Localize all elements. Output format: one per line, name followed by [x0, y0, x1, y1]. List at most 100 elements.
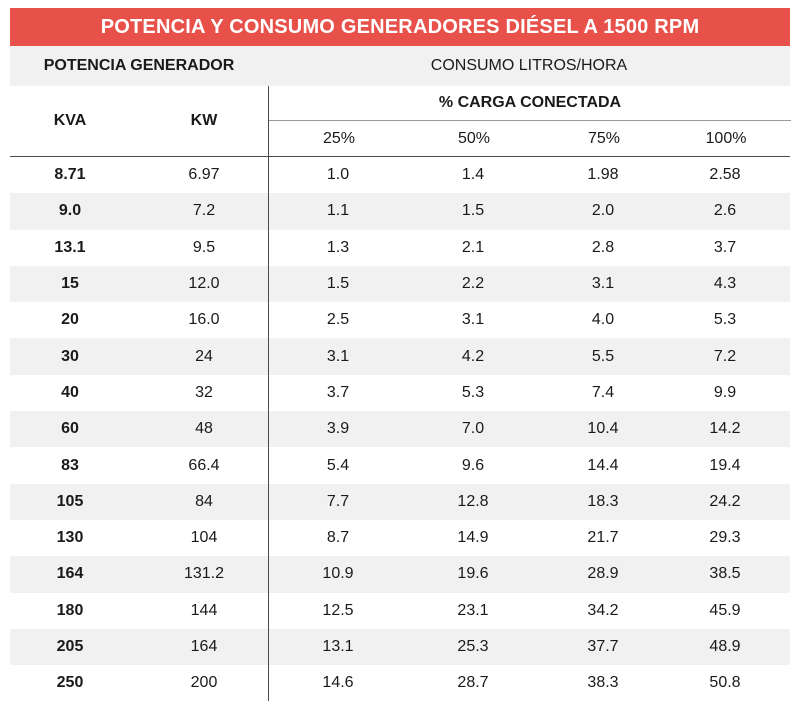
cell-c50: 25.3 [457, 638, 489, 655]
cell-c75: 2.8 [591, 238, 615, 256]
cell-c100: 45.9 [709, 601, 741, 619]
cell-c50: 3.1 [461, 311, 485, 329]
cell-c75: 2.0 [591, 202, 615, 220]
table-title: POTENCIA Y CONSUMO GENERADORES DIÉSEL A … [10, 8, 790, 46]
cell-kw: 164 [190, 638, 218, 655]
cell-c50: 19.6 [457, 565, 489, 583]
cell-c100: 2.58 [709, 166, 741, 184]
cell-kva: 130 [56, 529, 84, 547]
cell-kw: 9.5 [192, 238, 216, 256]
cell-c75: 7.4 [591, 383, 615, 401]
cell-c25: 10.9 [322, 565, 354, 583]
cell-c50: 9.6 [461, 456, 485, 474]
cell-c25: 1.3 [326, 238, 350, 256]
cell-c100: 38.5 [709, 565, 741, 583]
table-row: 164 131.2 10.9 19.6 28.9 38.5 [10, 556, 790, 593]
header-kva: KVA [53, 112, 87, 129]
header-potencia-generador: POTENCIA GENERADOR [43, 57, 235, 74]
cell-kw: 24 [195, 347, 213, 365]
cell-kw: 131.2 [183, 565, 225, 583]
cell-kw: 104 [190, 529, 218, 547]
cell-c100: 48.9 [709, 638, 741, 655]
cell-c50: 2.1 [461, 238, 485, 256]
table-row: 9.0 7.2 1.1 1.5 2.0 2.6 [10, 193, 790, 230]
cell-c100: 19.4 [709, 456, 741, 474]
cell-c25: 2.5 [326, 311, 350, 329]
cell-c75: 34.2 [587, 601, 619, 619]
cell-c75: 14.4 [587, 456, 619, 474]
cell-c25: 5.4 [326, 456, 350, 474]
cell-kw: 66.4 [188, 456, 220, 474]
column-divider [268, 86, 269, 701]
cell-kw: 84 [195, 492, 213, 510]
header-load-group: % CARGA CONECTADA 25% 50% 75% 100% [268, 86, 791, 156]
cell-c25: 3.7 [326, 383, 350, 401]
table-row: 180 144 12.5 23.1 34.2 45.9 [10, 593, 790, 629]
cell-c75: 1.98 [587, 166, 619, 184]
cell-kw: 200 [190, 674, 218, 692]
header-row-top: POTENCIA GENERADOR CONSUMO LITROS/HORA [10, 46, 790, 87]
table-row: 15 12.0 1.5 2.2 3.1 4.3 [10, 265, 790, 303]
cell-c100: 9.9 [713, 383, 737, 401]
cell-c50: 28.7 [457, 674, 489, 692]
cell-c25: 3.9 [326, 420, 350, 438]
cell-kva: 164 [56, 565, 84, 583]
header-pct-25: 25% [322, 129, 356, 147]
cell-c75: 3.1 [591, 275, 615, 293]
cell-kva: 13.1 [54, 238, 86, 256]
cell-c25: 14.6 [322, 674, 354, 692]
cell-c75: 4.0 [591, 311, 615, 329]
cell-c100: 5.3 [713, 311, 737, 329]
cell-kw: 7.2 [192, 202, 216, 220]
header-pct-100: 100% [705, 129, 747, 147]
table-row: 105 84 7.7 12.8 18.3 24.2 [10, 483, 790, 520]
cell-c100: 7.2 [713, 347, 737, 365]
cell-kva: 8.71 [54, 166, 86, 184]
table-row: 250 200 14.6 28.7 38.3 50.8 [10, 665, 790, 701]
cell-kva: 83 [61, 456, 79, 474]
cell-kw: 48 [195, 420, 213, 438]
cell-c100: 2.6 [713, 202, 737, 220]
table-row: 205 164 13.1 25.3 37.7 48.9 [10, 628, 790, 666]
cell-kva: 20 [61, 311, 79, 329]
cell-kw: 144 [190, 601, 218, 619]
cell-c50: 12.8 [457, 492, 489, 510]
header-consumo-litros-hora: CONSUMO LITROS/HORA [430, 57, 628, 74]
cell-c25: 1.0 [326, 166, 350, 184]
cell-c50: 4.2 [461, 347, 485, 365]
cell-kva: 180 [56, 601, 84, 619]
cell-kva: 250 [56, 674, 84, 692]
header-row-sub: KVA KW % CARGA CONECTADA 25% 50% 75% 100… [10, 86, 791, 157]
header-pct-75: 75% [587, 129, 621, 147]
cell-c100: 50.8 [709, 674, 741, 692]
cell-kw: 16.0 [188, 311, 220, 329]
cell-kw: 12.0 [188, 275, 220, 293]
table-row: 8.71 6.97 1.0 1.4 1.98 2.58 [10, 157, 790, 193]
cell-c75: 28.9 [587, 565, 619, 583]
cell-c75: 5.5 [591, 347, 615, 365]
cell-c50: 5.3 [461, 383, 485, 401]
table-row: 60 48 3.9 7.0 10.4 14.2 [10, 411, 790, 448]
cell-c50: 7.0 [461, 420, 485, 438]
cell-c25: 1.1 [326, 202, 350, 220]
cell-c50: 1.5 [461, 202, 485, 220]
cell-c100: 24.2 [709, 492, 741, 510]
cell-kva: 9.0 [58, 202, 82, 220]
cell-c75: 10.4 [587, 420, 619, 438]
cell-c25: 7.7 [326, 492, 350, 510]
table-row: 13.1 9.5 1.3 2.1 2.8 3.7 [10, 230, 790, 266]
cell-c75: 21.7 [587, 529, 619, 547]
table-row: 83 66.4 5.4 9.6 14.4 19.4 [10, 447, 790, 483]
header-carga-conectada: % CARGA CONECTADA [269, 86, 791, 121]
table-row: 40 32 3.7 5.3 7.4 9.9 [10, 375, 790, 411]
cell-c25: 8.7 [326, 529, 350, 547]
header-kw: KW [190, 112, 218, 129]
cell-c25: 3.1 [326, 347, 350, 365]
cell-kva: 60 [61, 420, 79, 438]
header-pct-50: 50% [457, 129, 491, 147]
table-body: 8.71 6.97 1.0 1.4 1.98 2.58 9.0 7.2 1.1 1.5 2.0 2.6… [10, 157, 790, 701]
cell-kva: 105 [56, 492, 84, 510]
cell-c50: 2.2 [461, 275, 485, 293]
cell-c50: 14.9 [457, 529, 489, 547]
